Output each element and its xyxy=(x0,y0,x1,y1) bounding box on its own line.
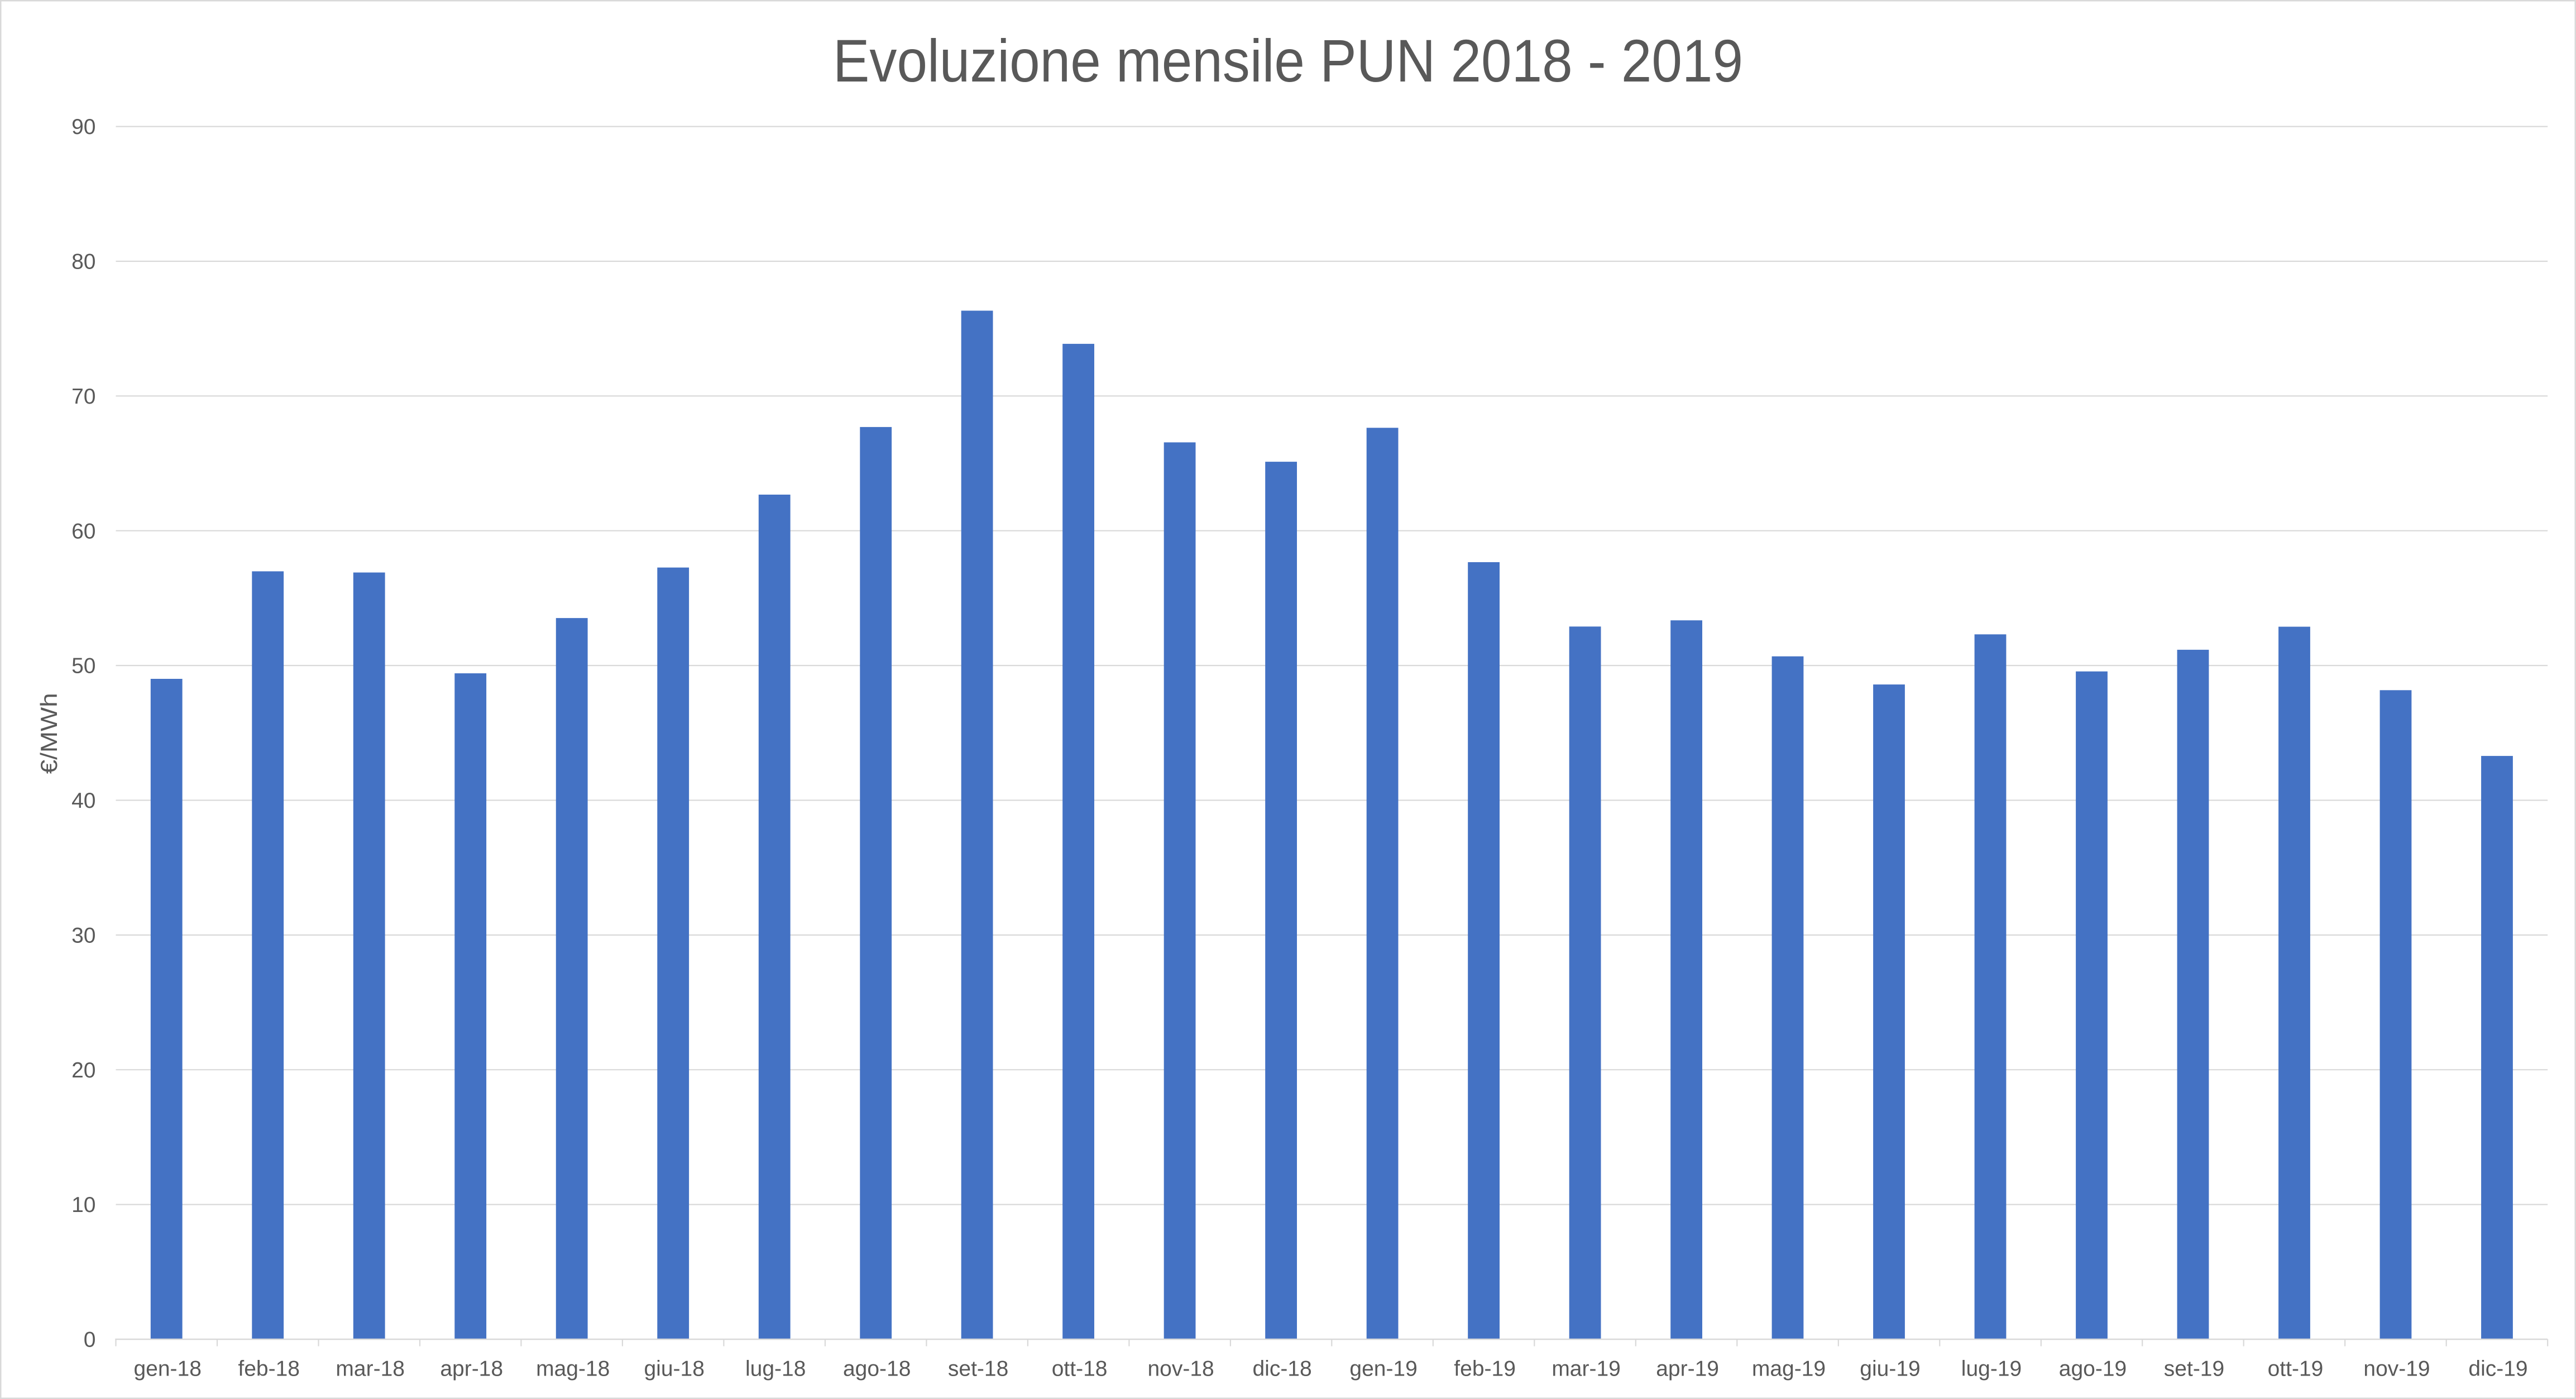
svg-text:mar-18: mar-18 xyxy=(336,1357,405,1381)
svg-text:apr-18: apr-18 xyxy=(440,1357,503,1381)
svg-text:dic-18: dic-18 xyxy=(1252,1357,1311,1381)
svg-text:lug-19: lug-19 xyxy=(1961,1357,2022,1381)
svg-text:mag-18: mag-18 xyxy=(536,1357,610,1381)
svg-text:90: 90 xyxy=(71,115,95,139)
svg-text:ott-19: ott-19 xyxy=(2268,1357,2324,1381)
svg-text:20: 20 xyxy=(71,1058,95,1082)
svg-text:ago-18: ago-18 xyxy=(843,1357,911,1381)
svg-text:0: 0 xyxy=(84,1328,96,1352)
svg-text:40: 40 xyxy=(71,789,95,813)
svg-text:feb-19: feb-19 xyxy=(1454,1357,1516,1381)
svg-text:10: 10 xyxy=(71,1193,95,1217)
svg-text:lug-18: lug-18 xyxy=(745,1357,806,1381)
svg-text:dic-19: dic-19 xyxy=(2468,1357,2527,1381)
svg-text:set-18: set-18 xyxy=(948,1357,1008,1381)
svg-text:feb-18: feb-18 xyxy=(238,1357,300,1381)
svg-text:gen-18: gen-18 xyxy=(133,1357,201,1381)
svg-text:70: 70 xyxy=(71,385,95,409)
svg-text:giu-19: giu-19 xyxy=(1860,1357,1920,1381)
svg-text:nov-19: nov-19 xyxy=(2363,1357,2430,1381)
svg-text:set-19: set-19 xyxy=(2164,1357,2224,1381)
svg-text:mag-19: mag-19 xyxy=(1752,1357,1826,1381)
svg-text:gen-19: gen-19 xyxy=(1349,1357,1417,1381)
svg-text:60: 60 xyxy=(71,519,95,543)
svg-text:nov-18: nov-18 xyxy=(1147,1357,1214,1381)
svg-text:80: 80 xyxy=(71,250,95,274)
svg-text:ott-18: ott-18 xyxy=(1052,1357,1108,1381)
svg-text:Evoluzione mensile PUN 2018 -: Evoluzione mensile PUN 2018 - 2019 xyxy=(833,27,1743,94)
svg-text:giu-18: giu-18 xyxy=(644,1357,704,1381)
svg-text:mar-19: mar-19 xyxy=(1552,1357,1621,1381)
svg-text:€/MWh: €/MWh xyxy=(36,693,62,774)
svg-text:30: 30 xyxy=(71,924,95,948)
svg-text:apr-19: apr-19 xyxy=(1656,1357,1719,1381)
svg-text:50: 50 xyxy=(71,654,95,678)
svg-text:ago-19: ago-19 xyxy=(2059,1357,2127,1381)
